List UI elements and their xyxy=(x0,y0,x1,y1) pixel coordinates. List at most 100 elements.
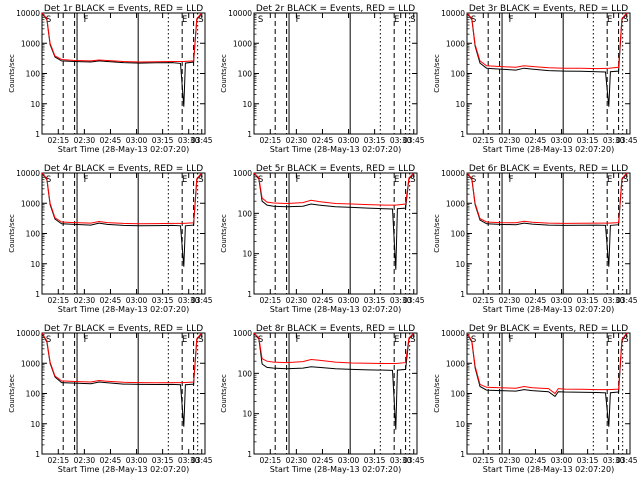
marker-s: S xyxy=(46,175,51,185)
marker-e: E xyxy=(607,15,612,25)
lld-series-line xyxy=(466,172,628,224)
y-tick-label: 10 xyxy=(242,100,252,109)
events-series-line xyxy=(466,332,628,427)
x-tick-label: 02:45 xyxy=(100,456,122,465)
plot-frame xyxy=(41,172,206,295)
x-tick-label: 03:45 xyxy=(616,456,638,465)
x-tick-label: 02:30 xyxy=(74,296,96,305)
x-tick-label: 03:00 xyxy=(126,456,148,465)
lld-series-line xyxy=(41,172,203,225)
x-tick-label: 03:00 xyxy=(126,136,148,145)
x-tick-label: 03:45 xyxy=(616,296,638,305)
x-tick-label: 03:00 xyxy=(338,136,360,145)
y-tick-label: 10000 xyxy=(441,9,465,18)
panel-title: Det 2r BLACK = Events, RED = LLD xyxy=(256,4,415,14)
lld-series-line xyxy=(253,172,415,206)
marker-e: E xyxy=(394,175,399,185)
x-tick-label: 02:45 xyxy=(100,296,122,305)
events-series-line xyxy=(253,332,415,430)
marker-s: S xyxy=(258,335,263,345)
y-tick-label: 1000 xyxy=(446,39,465,48)
x-tick-label: 02:30 xyxy=(286,296,308,305)
y-axis-label: Counts/sec xyxy=(220,374,228,413)
panel-title: Det 1r BLACK = Events, RED = LLD xyxy=(44,4,203,14)
plot-frame xyxy=(466,172,631,295)
events-series-line xyxy=(253,172,415,270)
y-tick-label: 10 xyxy=(242,410,252,419)
x-tick-label: 03:30 xyxy=(390,456,412,465)
x-tick-label: 03:30 xyxy=(390,136,412,145)
x-tick-label: 03:30 xyxy=(603,136,625,145)
x-tick-label: 03:45 xyxy=(191,296,213,305)
y-tick-label: 1 xyxy=(35,130,40,139)
y-tick-label: 1000 xyxy=(21,39,40,48)
x-tick-label: 03:15 xyxy=(577,456,599,465)
marker-s: S xyxy=(623,335,628,345)
x-tick-label: 02:30 xyxy=(74,456,96,465)
y-tick-label: 1 xyxy=(247,450,252,459)
y-tick-label: 10000 xyxy=(16,329,40,338)
marker-s: S xyxy=(471,175,476,185)
x-tick-label: 02:45 xyxy=(525,456,547,465)
x-tick-label: 02:45 xyxy=(312,456,334,465)
lld-series-line xyxy=(466,12,628,70)
x-axis-label: Start Time (28-May-13 02:07:20) xyxy=(483,305,614,314)
x-tick-label: 02:45 xyxy=(312,136,334,145)
events-series-line xyxy=(41,12,203,107)
y-tick-label: 100 xyxy=(26,230,41,239)
y-tick-label: 10 xyxy=(455,420,465,429)
marker-f: F xyxy=(509,175,514,185)
x-tick-label: 02:30 xyxy=(286,136,308,145)
x-tick-label: 02:15 xyxy=(259,296,281,305)
x-tick-label: 03:45 xyxy=(191,136,213,145)
marker-e: E xyxy=(182,175,187,185)
y-axis-label: Counts/sec xyxy=(8,214,16,253)
x-tick-label: 03:00 xyxy=(338,296,360,305)
y-tick-label: 100 xyxy=(26,390,41,399)
y-tick-label: 10000 xyxy=(441,169,465,178)
y-axis-label: Counts/sec xyxy=(433,374,441,413)
x-tick-label: 02:30 xyxy=(499,456,521,465)
x-tick-label: 02:15 xyxy=(259,456,281,465)
y-tick-label: 10 xyxy=(30,420,40,429)
x-tick-label: 03:45 xyxy=(403,456,425,465)
y-tick-label: 10 xyxy=(242,250,252,259)
lld-series-line xyxy=(41,332,203,384)
lld-series-line xyxy=(41,12,203,63)
x-tick-label: 02:15 xyxy=(472,456,494,465)
panel-title: Det 8r BLACK = Events, RED = LLD xyxy=(256,324,415,334)
marker-e: E xyxy=(607,335,612,345)
marker-s: S xyxy=(198,335,203,345)
panel-det-3: Det 3r BLACK = Events, RED = LLD 1 10 100 10… xyxy=(433,4,638,154)
panel-title: Det 5r BLACK = Events, RED = LLD xyxy=(256,164,415,174)
x-tick-label: 03:30 xyxy=(390,296,412,305)
y-tick-label: 100 xyxy=(238,70,253,79)
panel-title: Det 9r BLACK = Events, RED = LLD xyxy=(469,324,628,334)
marker-s: S xyxy=(471,15,476,25)
x-tick-label: 02:15 xyxy=(47,296,69,305)
marker-s: S xyxy=(623,15,628,25)
x-tick-label: 03:15 xyxy=(152,296,174,305)
marker-e: E xyxy=(394,335,399,345)
panel-det-8: Det 8r BLACK = Events, RED = LLD 1 10 100 10… xyxy=(220,324,425,474)
x-axis-label: Start Time (28-May-13 02:07:20) xyxy=(483,465,614,474)
y-tick-label: 10000 xyxy=(16,169,40,178)
y-tick-label: 10000 xyxy=(228,9,252,18)
y-tick-label: 10 xyxy=(455,260,465,269)
plot-frame xyxy=(253,172,418,295)
x-tick-label: 02:15 xyxy=(47,456,69,465)
y-tick-label: 1000 xyxy=(21,359,40,368)
y-tick-label: 100 xyxy=(451,230,466,239)
panel-det-1: Det 1r BLACK = Events, RED = LLD 1 10 100 10… xyxy=(8,4,213,154)
x-axis-label: Start Time (28-May-13 02:07:20) xyxy=(270,305,401,314)
y-tick-label: 10 xyxy=(30,100,40,109)
x-tick-label: 02:45 xyxy=(100,136,122,145)
plot-frame xyxy=(41,12,206,135)
panel-det-5: Det 5r BLACK = Events, RED = LLD 1 10 100 10… xyxy=(220,164,425,314)
y-tick-label: 1000 xyxy=(446,359,465,368)
panel-det-9: Det 9r BLACK = Events, RED = LLD 1 10 100 10… xyxy=(433,324,638,474)
x-tick-label: 03:15 xyxy=(152,456,174,465)
x-axis-label: Start Time (28-May-13 02:07:20) xyxy=(58,305,189,314)
x-tick-label: 03:45 xyxy=(616,136,638,145)
